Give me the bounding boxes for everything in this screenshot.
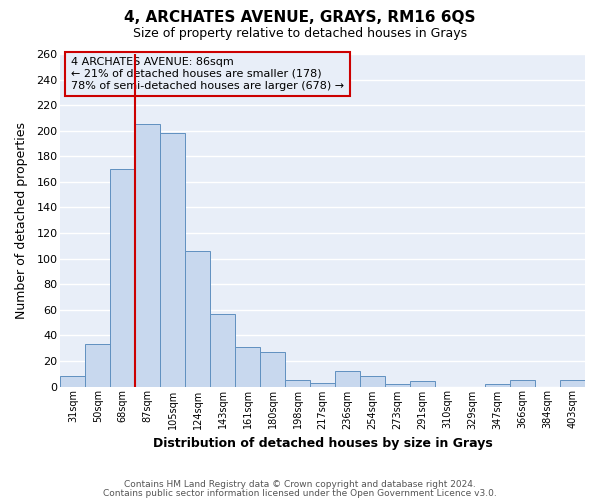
Bar bbox=[185, 251, 210, 386]
Text: Contains HM Land Registry data © Crown copyright and database right 2024.: Contains HM Land Registry data © Crown c… bbox=[124, 480, 476, 489]
Bar bbox=[110, 169, 136, 386]
Bar bbox=[136, 124, 160, 386]
Bar bbox=[85, 344, 110, 387]
Y-axis label: Number of detached properties: Number of detached properties bbox=[15, 122, 28, 319]
Text: 4 ARCHATES AVENUE: 86sqm
← 21% of detached houses are smaller (178)
78% of semi-: 4 ARCHATES AVENUE: 86sqm ← 21% of detach… bbox=[71, 58, 344, 90]
Bar bbox=[285, 380, 310, 386]
Bar bbox=[510, 380, 535, 386]
Bar bbox=[560, 380, 585, 386]
Text: 4, ARCHATES AVENUE, GRAYS, RM16 6QS: 4, ARCHATES AVENUE, GRAYS, RM16 6QS bbox=[124, 10, 476, 25]
Bar bbox=[61, 376, 85, 386]
X-axis label: Distribution of detached houses by size in Grays: Distribution of detached houses by size … bbox=[153, 437, 493, 450]
Bar bbox=[335, 371, 360, 386]
Text: Contains public sector information licensed under the Open Government Licence v3: Contains public sector information licen… bbox=[103, 488, 497, 498]
Bar bbox=[410, 382, 435, 386]
Bar bbox=[260, 352, 285, 386]
Bar bbox=[160, 134, 185, 386]
Bar bbox=[360, 376, 385, 386]
Bar bbox=[210, 314, 235, 386]
Text: Size of property relative to detached houses in Grays: Size of property relative to detached ho… bbox=[133, 28, 467, 40]
Bar bbox=[310, 382, 335, 386]
Bar bbox=[385, 384, 410, 386]
Bar bbox=[485, 384, 510, 386]
Bar bbox=[235, 347, 260, 387]
